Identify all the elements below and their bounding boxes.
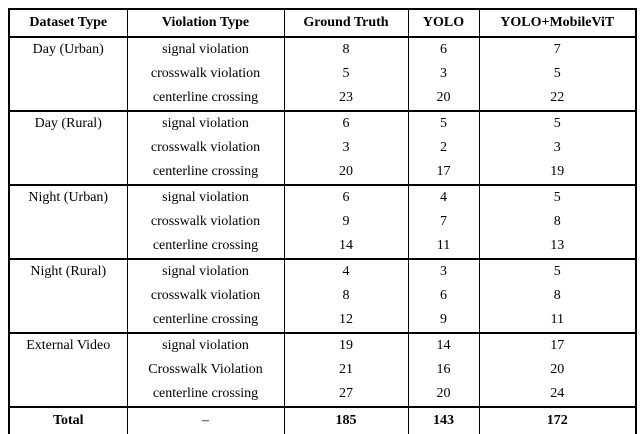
cell-yolo: 9 [407,308,480,333]
cell-violation: crosswalk violation [126,284,285,308]
results-table: Dataset Type Violation Type Ground Truth… [8,8,637,434]
cell-yolo: 3 [407,62,480,86]
cell-violation: signal violation [126,332,285,358]
table-row: Day (Rural) signal violation 6 5 5 [8,110,637,185]
header-cell-yolo-mobilevit: YOLO+MobileViT [478,9,637,38]
cell-ground-truth: 5 [283,62,409,86]
header-cell-ground-truth: Ground Truth [283,9,409,38]
cell-yolo: 6 [407,284,480,308]
cell-yolo: 5 [407,110,480,136]
total-yolo-mobilevit: 172 [478,406,637,434]
table-row: crosswalk violation 9 7 8 [9,210,637,234]
cell-ground-truth: 4 [283,258,409,284]
cell-yolo: 20 [407,382,480,407]
cell-yolo: 4 [407,184,480,210]
cell-yolo-mobilevit: 13 [478,234,637,259]
table-row: External Video signal violation 19 14 17 [8,332,637,407]
cell-yolo-mobilevit: 20 [478,358,637,382]
cell-violation: crosswalk violation [126,136,285,160]
cell-violation: centerline crossing [126,86,285,111]
table-row: centerline crossing 23 20 22 [9,86,637,111]
cell-yolo: 16 [407,358,480,382]
header-cell-yolo: YOLO [407,9,480,38]
cell-ground-truth: 8 [283,284,409,308]
table-row: crosswalk violation 5 3 5 [9,62,637,86]
table-row: centerline crossing 27 20 24 [9,382,637,407]
header-row: Dataset Type Violation Type Ground Truth… [8,9,637,38]
total-yolo: 143 [407,406,480,434]
cell-violation: signal violation [126,258,285,284]
cell-ground-truth: 23 [283,86,409,111]
cell-ground-truth: 19 [283,332,409,358]
cell-dataset: Night (Rural) [8,258,128,333]
cell-yolo-mobilevit: 11 [478,308,637,333]
cell-dataset: Night (Urban) [8,184,128,259]
table-row: crosswalk violation 3 2 3 [9,136,637,160]
total-label: Total [8,406,128,434]
table-row: Night (Rural) signal violation 4 3 5 [8,258,637,333]
cell-yolo: 20 [407,86,480,111]
cell-violation: signal violation [126,110,285,136]
cell-violation: centerline crossing [126,382,285,407]
cell-violation: Crosswalk Violation [126,358,285,382]
cell-ground-truth: 20 [283,160,409,185]
table-row: Day (Urban) signal violation 8 6 7 [8,36,637,111]
cell-yolo-mobilevit: 7 [478,36,637,62]
cell-ground-truth: 3 [283,136,409,160]
cell-violation: centerline crossing [126,234,285,259]
table-row: centerline crossing 12 9 11 [9,308,637,333]
cell-ground-truth: 9 [283,210,409,234]
cell-ground-truth: 21 [283,358,409,382]
cell-yolo-mobilevit: 5 [478,62,637,86]
cell-violation: crosswalk violation [126,210,285,234]
cell-yolo-mobilevit: 24 [478,382,637,407]
cell-dataset: Day (Rural) [8,110,128,185]
cell-yolo: 2 [407,136,480,160]
table-row: crosswalk violation 8 6 8 [9,284,637,308]
cell-ground-truth: 6 [283,184,409,210]
cell-yolo: 11 [407,234,480,259]
cell-yolo-mobilevit: 17 [478,332,637,358]
cell-dataset: Day (Urban) [8,36,128,111]
table-row: centerline crossing 14 11 13 [9,234,637,259]
cell-yolo: 6 [407,36,480,62]
cell-yolo-mobilevit: 19 [478,160,637,185]
table-row: Night (Urban) signal violation 6 4 5 [8,184,637,259]
cell-yolo-mobilevit: 8 [478,210,637,234]
cell-violation: signal violation [126,184,285,210]
cell-ground-truth: 12 [283,308,409,333]
cell-yolo: 14 [407,332,480,358]
table-row: Crosswalk Violation 21 16 20 [9,358,637,382]
total-violation-dash: – [126,406,285,434]
cell-yolo-mobilevit: 5 [478,258,637,284]
cell-violation: signal violation [126,36,285,62]
header-cell-violation-type: Violation Type [126,9,285,38]
cell-violation: centerline crossing [126,308,285,333]
cell-ground-truth: 6 [283,110,409,136]
table-row: centerline crossing 20 17 19 [9,160,637,185]
total-ground-truth: 185 [283,406,409,434]
cell-yolo-mobilevit: 8 [478,284,637,308]
cell-yolo-mobilevit: 5 [478,184,637,210]
cell-yolo-mobilevit: 3 [478,136,637,160]
cell-yolo: 3 [407,258,480,284]
cell-ground-truth: 14 [283,234,409,259]
cell-ground-truth: 27 [283,382,409,407]
cell-violation: crosswalk violation [126,62,285,86]
cell-yolo: 17 [407,160,480,185]
cell-yolo-mobilevit: 5 [478,110,637,136]
total-row: Total – 185 143 172 [8,406,637,434]
cell-yolo: 7 [407,210,480,234]
header-cell-dataset-type: Dataset Type [8,9,128,38]
cell-ground-truth: 8 [283,36,409,62]
cell-yolo-mobilevit: 22 [478,86,637,111]
cell-dataset: External Video [8,332,128,407]
cell-violation: centerline crossing [126,160,285,185]
